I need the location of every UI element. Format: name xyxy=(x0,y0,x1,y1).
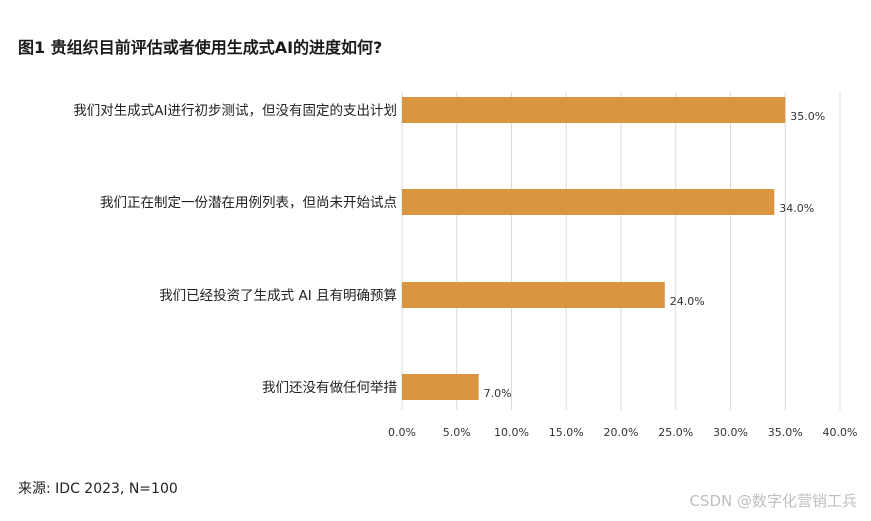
bar xyxy=(402,282,665,308)
x-tick-label: 0.0% xyxy=(388,426,416,439)
bar xyxy=(402,374,479,400)
category-label: 我们正在制定一份潜在用例列表，但尚未开始试点 xyxy=(100,195,397,211)
data-label: 34.0% xyxy=(779,202,814,215)
category-label: 我们已经投资了生成式 AI 且有明确预算 xyxy=(159,288,397,304)
x-tick-label: 5.0% xyxy=(443,426,471,439)
bar-chart: 0.0% 5.0% 10.0% 15.0% 20.0% 25.0% 30.0% 35.0% 40… xyxy=(73,92,858,439)
x-tick-label: 15.0% xyxy=(549,426,584,439)
category-label: 我们还没有做任何举措 xyxy=(262,380,397,396)
category-label: 我们对生成式AI进行初步测试，但没有固定的支出计划 xyxy=(73,102,397,119)
x-tick-label: 20.0% xyxy=(604,426,639,439)
data-label: 24.0% xyxy=(670,295,705,308)
data-label: 7.0% xyxy=(484,387,512,400)
x-tick-label: 40.0% xyxy=(823,426,858,439)
chart-title: 图1 贵组织目前评估或者使用生成式AI的进度如何? xyxy=(18,38,383,57)
x-tick-label: 25.0% xyxy=(658,426,693,439)
bar xyxy=(402,189,775,215)
x-tick-label: 30.0% xyxy=(713,426,748,439)
source-note: 来源: IDC 2023, N=100 xyxy=(18,481,178,497)
x-tick-label: 35.0% xyxy=(768,426,803,439)
watermark: CSDN @数字化营销工兵 xyxy=(689,492,857,510)
data-label: 35.0% xyxy=(790,110,825,123)
x-tick-label: 10.0% xyxy=(494,426,529,439)
bar xyxy=(402,97,786,123)
